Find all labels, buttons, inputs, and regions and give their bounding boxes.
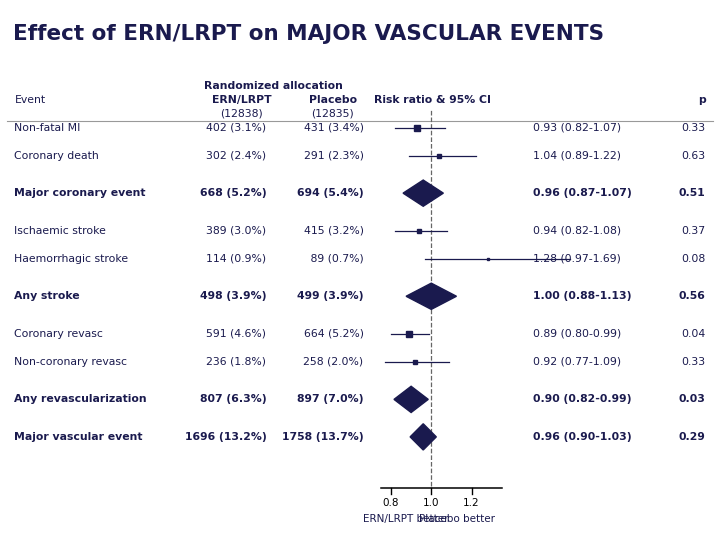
Text: Event: Event: [14, 96, 45, 105]
Text: 0.56: 0.56: [679, 291, 706, 301]
Text: 431 (3.4%): 431 (3.4%): [304, 123, 364, 132]
Text: Randomized allocation: Randomized allocation: [204, 82, 343, 91]
Text: ERN/LRPT: ERN/LRPT: [212, 96, 271, 105]
Polygon shape: [403, 180, 444, 206]
Text: 258 (2.0%): 258 (2.0%): [303, 357, 364, 367]
Text: 89 (0.7%): 89 (0.7%): [307, 254, 364, 264]
Text: 1758 (13.7%): 1758 (13.7%): [282, 432, 364, 442]
Text: Non-coronary revasc: Non-coronary revasc: [14, 357, 127, 367]
Text: 694 (5.4%): 694 (5.4%): [297, 188, 364, 198]
Text: 668 (5.2%): 668 (5.2%): [199, 188, 266, 198]
Text: 1.2: 1.2: [463, 497, 480, 508]
Text: Haemorrhagic stroke: Haemorrhagic stroke: [14, 254, 129, 264]
Text: 1696 (13.2%): 1696 (13.2%): [184, 432, 266, 442]
Text: 0.33: 0.33: [681, 123, 706, 132]
Text: Placebo: Placebo: [309, 96, 356, 105]
Text: 499 (3.9%): 499 (3.9%): [297, 291, 364, 301]
Text: 0.96 (0.90-1.03): 0.96 (0.90-1.03): [533, 432, 631, 442]
Polygon shape: [410, 424, 436, 450]
Text: 0.04: 0.04: [681, 329, 706, 339]
Text: Coronary revasc: Coronary revasc: [14, 329, 103, 339]
Text: Non-fatal MI: Non-fatal MI: [14, 123, 81, 132]
Text: (12835): (12835): [311, 109, 354, 118]
Text: Effect of ERN/LRPT on MAJOR VASCULAR EVENTS: Effect of ERN/LRPT on MAJOR VASCULAR EVE…: [13, 24, 604, 44]
Text: 0.92 (0.77-1.09): 0.92 (0.77-1.09): [533, 357, 621, 367]
Text: 1.28 (0.97-1.69): 1.28 (0.97-1.69): [533, 254, 621, 264]
Text: Coronary death: Coronary death: [14, 151, 99, 160]
Text: p: p: [698, 96, 706, 105]
Text: 0.37: 0.37: [681, 226, 706, 235]
Text: 1.0: 1.0: [423, 497, 439, 508]
Text: 0.94 (0.82-1.08): 0.94 (0.82-1.08): [533, 226, 621, 235]
Text: 0.63: 0.63: [681, 151, 706, 160]
Text: 0.8: 0.8: [383, 497, 399, 508]
Text: 664 (5.2%): 664 (5.2%): [304, 329, 364, 339]
Text: 0.93 (0.82-1.07): 0.93 (0.82-1.07): [533, 123, 621, 132]
Text: 897 (7.0%): 897 (7.0%): [297, 394, 364, 404]
Text: 114 (0.9%): 114 (0.9%): [206, 254, 266, 264]
Text: 498 (3.9%): 498 (3.9%): [200, 291, 266, 301]
Text: 0.90 (0.82-0.99): 0.90 (0.82-0.99): [533, 394, 631, 404]
Polygon shape: [394, 386, 428, 413]
Text: ERN/LRPT better: ERN/LRPT better: [364, 514, 449, 524]
Text: 0.51: 0.51: [679, 188, 706, 198]
Text: 415 (3.2%): 415 (3.2%): [304, 226, 364, 235]
Text: Major coronary event: Major coronary event: [14, 188, 146, 198]
Text: Major vascular event: Major vascular event: [14, 432, 143, 442]
Text: 0.89 (0.80-0.99): 0.89 (0.80-0.99): [533, 329, 621, 339]
Text: 0.33: 0.33: [681, 357, 706, 367]
Text: 236 (1.8%): 236 (1.8%): [207, 357, 266, 367]
Text: 302 (2.4%): 302 (2.4%): [206, 151, 266, 160]
Text: 389 (3.0%): 389 (3.0%): [206, 226, 266, 235]
Text: 402 (3.1%): 402 (3.1%): [206, 123, 266, 132]
Text: Placebo better: Placebo better: [420, 514, 495, 524]
Text: 1.04 (0.89-1.22): 1.04 (0.89-1.22): [533, 151, 621, 160]
Text: 291 (2.3%): 291 (2.3%): [304, 151, 364, 160]
Text: 0.96 (0.87-1.07): 0.96 (0.87-1.07): [533, 188, 631, 198]
Text: 807 (6.3%): 807 (6.3%): [199, 394, 266, 404]
Text: 0.08: 0.08: [681, 254, 706, 264]
Text: Ischaemic stroke: Ischaemic stroke: [14, 226, 107, 235]
Text: 591 (4.6%): 591 (4.6%): [207, 329, 266, 339]
Text: Risk ratio & 95% CI: Risk ratio & 95% CI: [374, 96, 492, 105]
Text: 0.29: 0.29: [679, 432, 706, 442]
Text: Any stroke: Any stroke: [14, 291, 80, 301]
Text: 0.03: 0.03: [679, 394, 706, 404]
Text: 1.00 (0.88-1.13): 1.00 (0.88-1.13): [533, 291, 631, 301]
Text: (12838): (12838): [220, 109, 264, 118]
Polygon shape: [406, 283, 456, 309]
Text: Any revascularization: Any revascularization: [14, 394, 147, 404]
